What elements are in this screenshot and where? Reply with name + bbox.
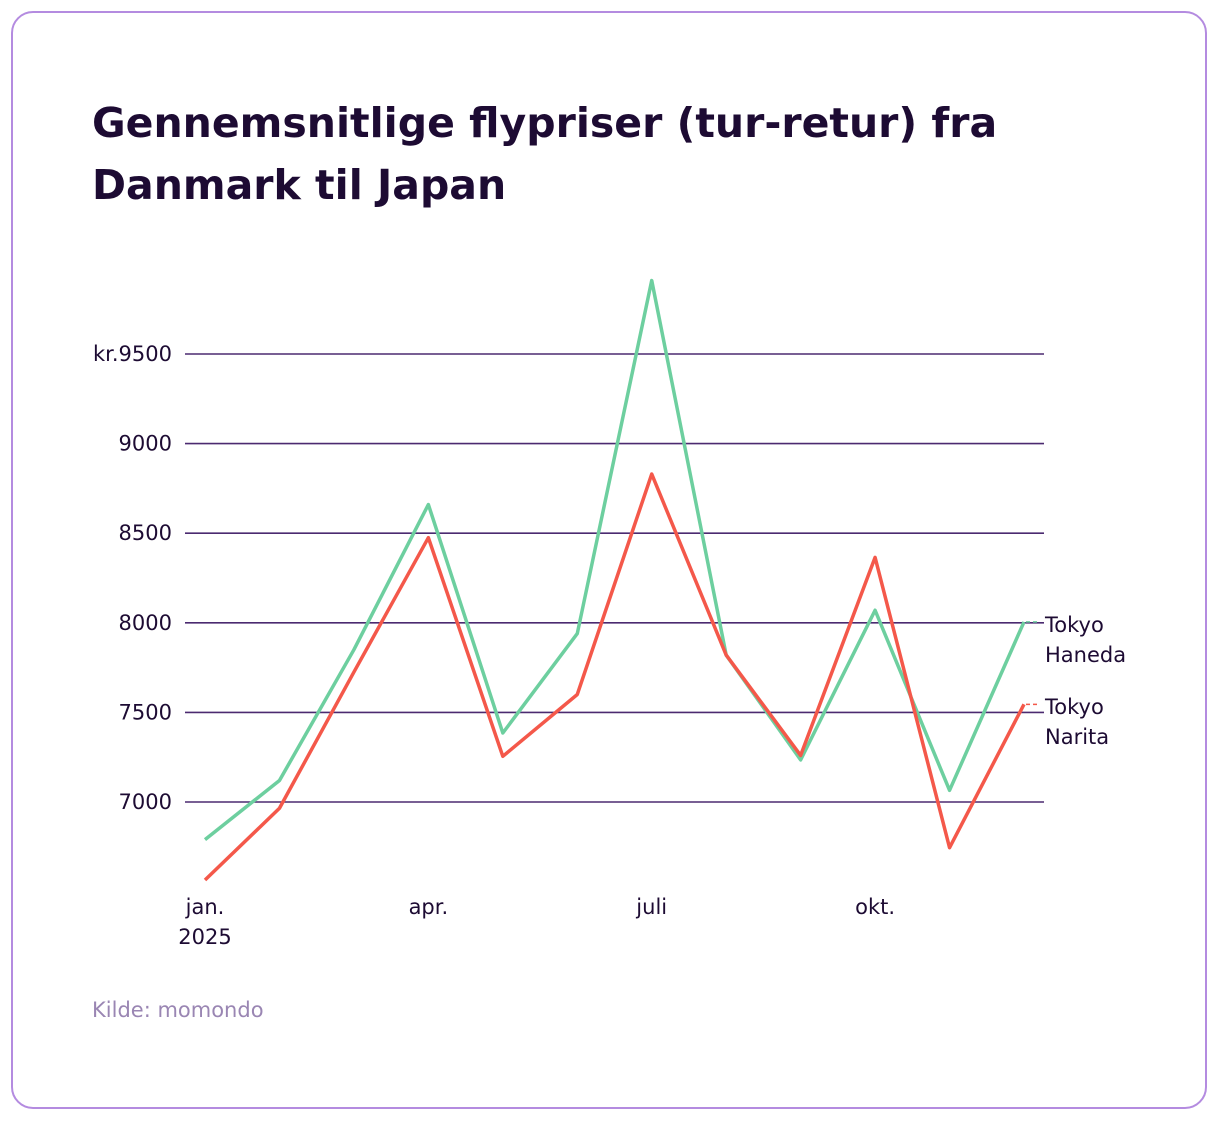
x-tick-label: okt. (855, 895, 896, 919)
y-tick-label: kr.9500 (93, 342, 172, 366)
chart-title: Gennemsnitlige flypriser (tur-retur) fra… (92, 99, 998, 209)
legend-label: Tokyo Haneda (1045, 612, 1127, 667)
card (11, 11, 1207, 1109)
legend-label: Tokyo Narita (1045, 695, 1110, 750)
x-tick-label: juli (636, 895, 668, 919)
y-tick-label: 8000 (119, 611, 172, 635)
y-tick-label: 7000 (119, 790, 172, 814)
x-tick-label: jan. 2025 (178, 895, 232, 949)
y-tick-label: 7500 (119, 700, 172, 724)
source-note: Kilde: momondo (92, 998, 264, 1022)
y-tick-label: 9000 (119, 432, 172, 456)
y-tick-label: 8500 (119, 521, 172, 545)
x-tick-label: apr. (408, 895, 449, 919)
series-line (203, 472, 1026, 882)
series-line (203, 278, 1026, 842)
